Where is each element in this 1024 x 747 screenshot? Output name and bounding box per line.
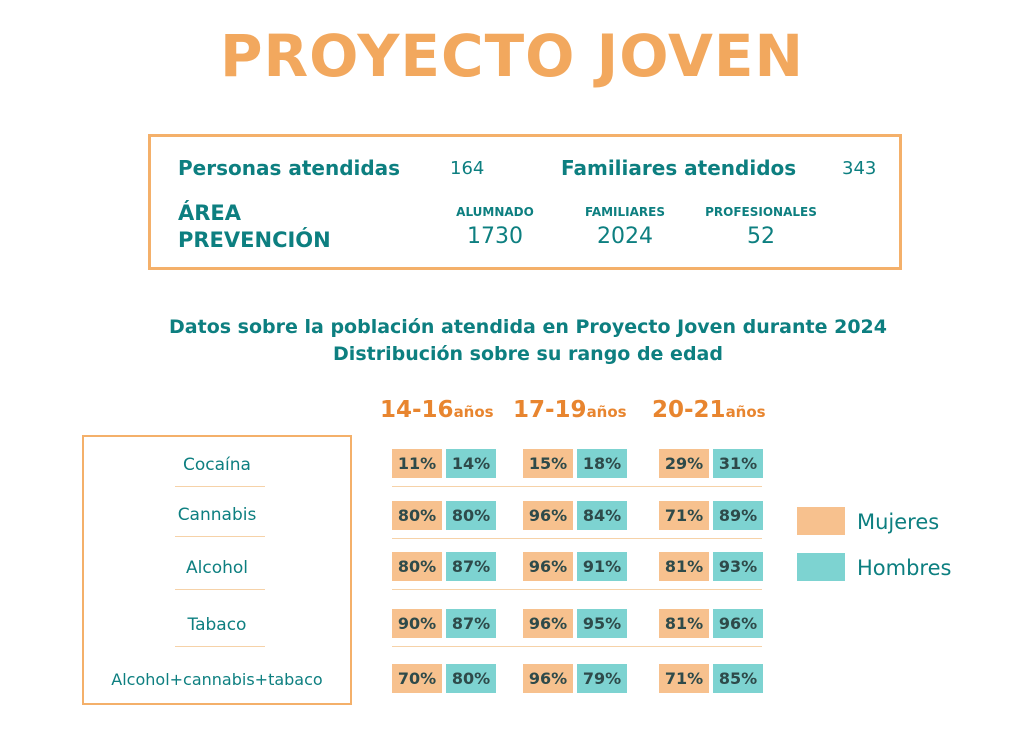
row-separator	[392, 646, 762, 647]
hombres-value-cell: 95%	[577, 609, 627, 638]
age-header-17-19: 17-19años	[513, 397, 627, 423]
category-label: Tabaco	[187, 615, 247, 635]
mujeres-value-cell: 96%	[523, 552, 573, 581]
mujeres-value-cell: 81%	[659, 552, 709, 581]
hombres-value-cell: 31%	[713, 449, 763, 478]
familiares-value: 343	[842, 158, 877, 179]
mujeres-value-cell: 96%	[523, 609, 573, 638]
profesionales-label: PROFESIONALES	[705, 205, 817, 219]
legend-label-mujeres: Mujeres	[857, 510, 940, 534]
category-label: Cannabis	[177, 505, 257, 525]
row-separator	[392, 589, 762, 590]
mujeres-value-cell: 70%	[392, 664, 442, 693]
familiares-sub-value: 2024	[597, 224, 653, 249]
row-separator	[392, 538, 762, 539]
hombres-value-cell: 79%	[577, 664, 627, 693]
category-label: Alcohol+cannabis+tabaco	[111, 670, 323, 689]
row-separator	[392, 486, 762, 487]
legend-swatch-hombres	[797, 553, 845, 581]
stats-panel	[148, 134, 902, 270]
page-title: PROYECTO JOVEN	[219, 22, 805, 90]
hombres-value-cell: 80%	[446, 664, 496, 693]
hombres-value-cell: 91%	[577, 552, 627, 581]
personas-label: Personas atendidas	[178, 156, 401, 180]
legend-swatch-mujeres	[797, 507, 845, 535]
mujeres-value-cell: 15%	[523, 449, 573, 478]
alumnado-value: 1730	[467, 224, 523, 249]
age-unit-label: años	[453, 403, 494, 421]
personas-value: 164	[450, 158, 485, 179]
hombres-value-cell: 87%	[446, 609, 496, 638]
hombres-value-cell: 14%	[446, 449, 496, 478]
age-range-label: 20-21	[652, 397, 726, 423]
hombres-value-cell: 89%	[713, 501, 763, 530]
hombres-value-cell: 96%	[713, 609, 763, 638]
mujeres-value-cell: 90%	[392, 609, 442, 638]
mujeres-value-cell: 96%	[523, 501, 573, 530]
hombres-value-cell: 18%	[577, 449, 627, 478]
hombres-value-cell: 85%	[713, 664, 763, 693]
category-separator	[175, 486, 265, 487]
hombres-value-cell: 84%	[577, 501, 627, 530]
alumnado-label: ALUMNADO	[456, 205, 534, 219]
category-separator	[175, 589, 265, 590]
age-range-label: 17-19	[513, 397, 587, 423]
age-unit-label: años	[586, 403, 627, 421]
area-label-line1: ÁREA	[178, 201, 242, 225]
familiares-sub-label: FAMILIARES	[585, 205, 665, 219]
area-label-line2: PREVENCIÓN	[178, 228, 331, 252]
hombres-value-cell: 93%	[713, 552, 763, 581]
legend-label-hombres: Hombres	[857, 556, 952, 580]
category-label: Cocaína	[183, 455, 251, 475]
mujeres-value-cell: 96%	[523, 664, 573, 693]
age-unit-label: años	[725, 403, 766, 421]
category-label: Alcohol	[186, 558, 248, 578]
category-separator	[175, 536, 265, 537]
age-header-14-16: 14-16años	[380, 397, 494, 423]
mujeres-value-cell: 71%	[659, 501, 709, 530]
chart-subtitle-1: Datos sobre la población atendida en Pro…	[169, 316, 887, 338]
mujeres-value-cell: 29%	[659, 449, 709, 478]
familiares-label: Familiares atendidos	[561, 156, 797, 180]
mujeres-value-cell: 80%	[392, 552, 442, 581]
mujeres-value-cell: 11%	[392, 449, 442, 478]
hombres-value-cell: 87%	[446, 552, 496, 581]
age-header-20-21: 20-21años	[652, 397, 766, 423]
age-range-label: 14-16	[380, 397, 454, 423]
mujeres-value-cell: 71%	[659, 664, 709, 693]
hombres-value-cell: 80%	[446, 501, 496, 530]
chart-subtitle-2: Distribución sobre su rango de edad	[333, 343, 723, 365]
category-separator	[175, 646, 265, 647]
mujeres-value-cell: 80%	[392, 501, 442, 530]
category-panel	[82, 435, 352, 705]
profesionales-value: 52	[747, 224, 775, 249]
mujeres-value-cell: 81%	[659, 609, 709, 638]
